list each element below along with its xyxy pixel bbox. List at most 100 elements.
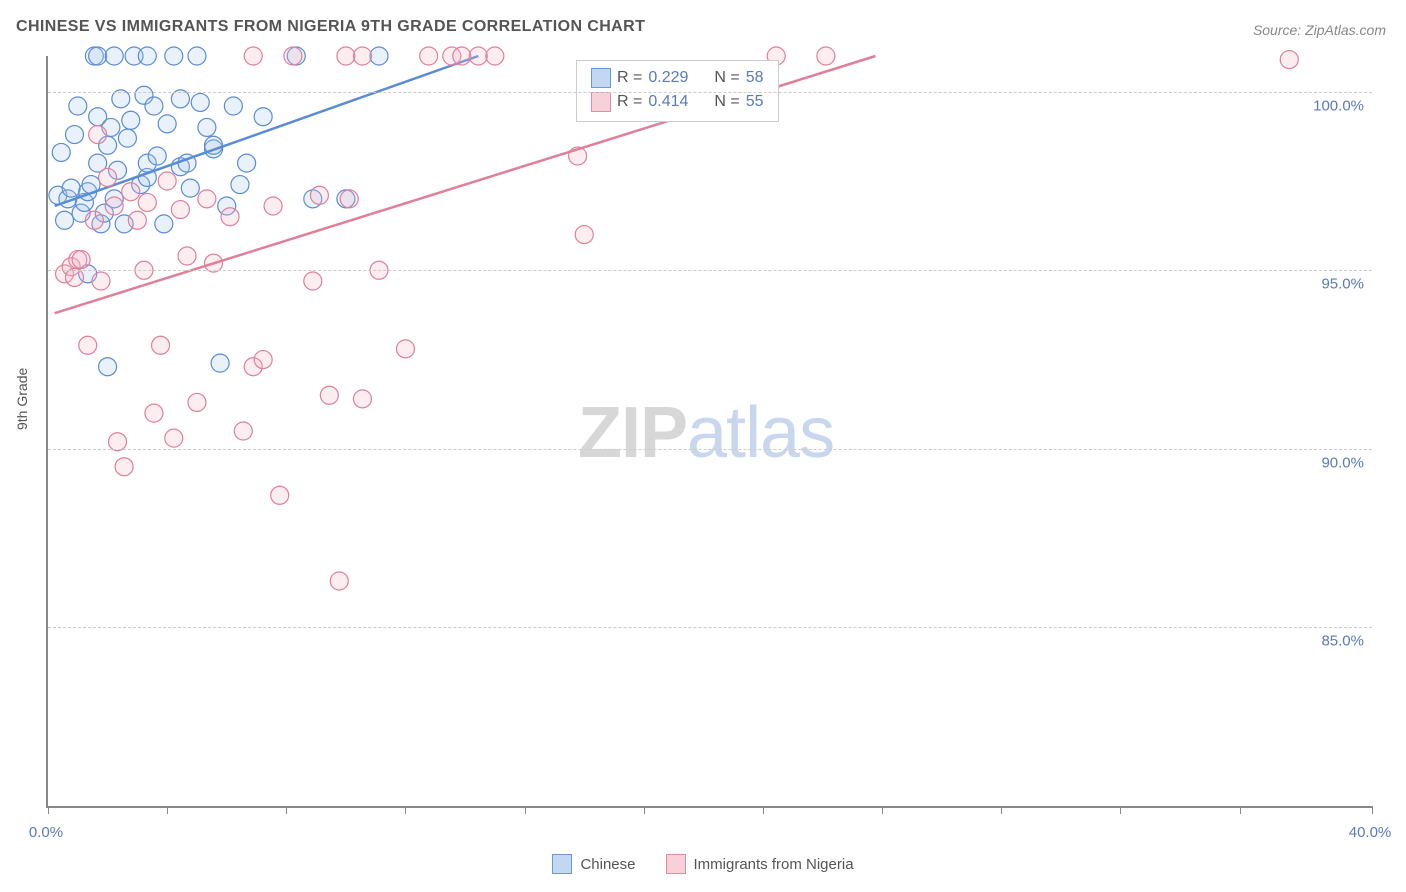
data-point bbox=[188, 47, 206, 65]
data-point bbox=[52, 143, 70, 161]
data-point bbox=[62, 179, 80, 197]
y-axis-title: 9th Grade bbox=[14, 368, 30, 430]
legend-row: R =0.414N =55 bbox=[591, 90, 764, 114]
data-point bbox=[211, 354, 229, 372]
data-point bbox=[145, 97, 163, 115]
data-point bbox=[65, 126, 83, 144]
data-point bbox=[234, 422, 252, 440]
data-point bbox=[56, 211, 74, 229]
legend-r-value[interactable]: 0.414 bbox=[648, 93, 688, 111]
data-point bbox=[138, 193, 156, 211]
data-point bbox=[304, 272, 322, 290]
bottom-legend: Chinese Immigrants from Nigeria bbox=[0, 854, 1406, 874]
data-point bbox=[486, 47, 504, 65]
data-point bbox=[105, 47, 123, 65]
data-point bbox=[575, 226, 593, 244]
scatter-svg bbox=[48, 56, 1372, 806]
x-label-right: 40.0% bbox=[1349, 824, 1392, 841]
y-tick-label: 90.0% bbox=[1321, 454, 1364, 471]
data-point bbox=[224, 97, 242, 115]
legend-swatch bbox=[591, 68, 611, 88]
y-tick-label: 95.0% bbox=[1321, 276, 1364, 293]
data-point bbox=[118, 129, 136, 147]
data-point bbox=[122, 111, 140, 129]
legend-n-label: N = bbox=[714, 69, 739, 87]
x-tick bbox=[1120, 806, 1121, 814]
x-tick bbox=[1372, 806, 1373, 814]
data-point bbox=[244, 47, 262, 65]
data-point bbox=[145, 404, 163, 422]
data-point bbox=[148, 147, 166, 165]
x-tick bbox=[882, 806, 883, 814]
data-point bbox=[138, 47, 156, 65]
data-point bbox=[105, 197, 123, 215]
legend-n-label: N = bbox=[714, 93, 739, 111]
data-point bbox=[171, 201, 189, 219]
data-point bbox=[99, 168, 117, 186]
data-point bbox=[69, 97, 87, 115]
x-tick bbox=[763, 806, 764, 814]
data-point bbox=[155, 215, 173, 233]
data-point bbox=[1280, 51, 1298, 69]
legend-n-value[interactable]: 55 bbox=[746, 93, 764, 111]
x-tick bbox=[286, 806, 287, 814]
data-point bbox=[99, 358, 117, 376]
legend-swatch bbox=[552, 854, 572, 874]
data-point bbox=[264, 197, 282, 215]
data-point bbox=[231, 176, 249, 194]
x-label-left: 0.0% bbox=[29, 824, 63, 841]
x-tick bbox=[525, 806, 526, 814]
legend-n-value[interactable]: 58 bbox=[746, 69, 764, 87]
legend-r-label: R = bbox=[617, 69, 642, 87]
data-point bbox=[198, 118, 216, 136]
data-point bbox=[165, 47, 183, 65]
data-point bbox=[254, 351, 272, 369]
data-point bbox=[115, 458, 133, 476]
data-point bbox=[72, 251, 90, 269]
bottom-legend-item: Immigrants from Nigeria bbox=[666, 854, 854, 874]
data-point bbox=[79, 336, 97, 354]
data-point bbox=[92, 272, 110, 290]
data-point bbox=[420, 47, 438, 65]
data-point bbox=[238, 154, 256, 172]
data-point bbox=[370, 47, 388, 65]
series-name: Chinese bbox=[580, 856, 635, 873]
y-tick-label: 85.0% bbox=[1321, 633, 1364, 650]
data-point bbox=[198, 190, 216, 208]
gridline bbox=[48, 270, 1372, 271]
plot-area: ZIPatlas R =0.229N =58R =0.414N =55 85.0… bbox=[46, 56, 1372, 808]
x-tick bbox=[48, 806, 49, 814]
data-point bbox=[188, 393, 206, 411]
data-point bbox=[396, 340, 414, 358]
data-point bbox=[284, 47, 302, 65]
data-point bbox=[128, 211, 146, 229]
y-tick-label: 100.0% bbox=[1313, 97, 1364, 114]
x-tick bbox=[167, 806, 168, 814]
data-point bbox=[152, 336, 170, 354]
source-label: Source: ZipAtlas.com bbox=[1253, 22, 1386, 38]
data-point bbox=[158, 115, 176, 133]
data-point bbox=[158, 172, 176, 190]
x-tick bbox=[1001, 806, 1002, 814]
legend-row: R = 0.229 N = 58 bbox=[591, 66, 764, 90]
legend-swatch bbox=[591, 92, 611, 112]
x-tick bbox=[644, 806, 645, 814]
data-point bbox=[453, 47, 471, 65]
gridline bbox=[48, 627, 1372, 628]
legend-r-value[interactable]: 0.229 bbox=[648, 69, 688, 87]
data-point bbox=[85, 211, 103, 229]
data-point bbox=[221, 208, 239, 226]
data-point bbox=[340, 190, 358, 208]
series-name: Immigrants from Nigeria bbox=[694, 856, 854, 873]
gridline bbox=[48, 449, 1372, 450]
data-point bbox=[353, 390, 371, 408]
data-point bbox=[89, 47, 107, 65]
x-tick bbox=[405, 806, 406, 814]
data-point bbox=[469, 47, 487, 65]
gridline bbox=[48, 92, 1372, 93]
chart-title: CHINESE VS IMMIGRANTS FROM NIGERIA 9TH G… bbox=[16, 18, 645, 36]
data-point bbox=[165, 429, 183, 447]
data-point bbox=[320, 386, 338, 404]
x-tick bbox=[1240, 806, 1241, 814]
data-point bbox=[89, 126, 107, 144]
